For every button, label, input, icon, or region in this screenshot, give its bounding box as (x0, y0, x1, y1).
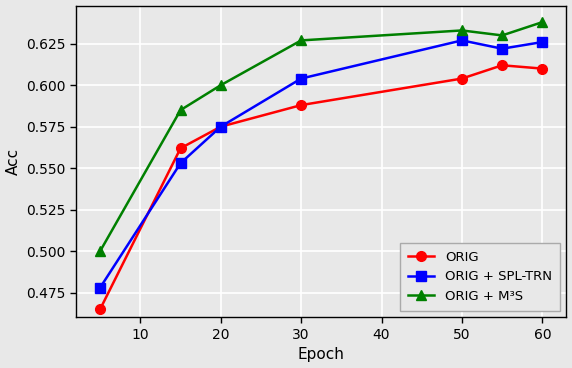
ORIG + SPL-TRN (177, 161, 184, 165)
ORIG + SPL-TRN (459, 38, 466, 43)
ORIG + SPL-TRN (217, 124, 224, 129)
ORIG (97, 307, 104, 311)
X-axis label: Epoch: Epoch (298, 347, 345, 362)
ORIG + SPL-TRN (539, 40, 546, 44)
ORIG + M³S (97, 249, 104, 253)
ORIG + SPL-TRN (499, 46, 506, 51)
ORIG + M³S (539, 20, 546, 24)
Line: ORIG: ORIG (96, 60, 547, 314)
Line: ORIG + M³S: ORIG + M³S (96, 17, 547, 256)
ORIG (177, 146, 184, 151)
Legend: ORIG, ORIG + SPL-TRN, ORIG + M³S: ORIG, ORIG + SPL-TRN, ORIG + M³S (400, 243, 560, 311)
ORIG (499, 63, 506, 67)
ORIG + SPL-TRN (297, 76, 304, 81)
Line: ORIG + SPL-TRN: ORIG + SPL-TRN (96, 36, 547, 293)
ORIG + M³S (297, 38, 304, 43)
ORIG + M³S (217, 83, 224, 88)
Y-axis label: Acc: Acc (6, 148, 21, 175)
ORIG + M³S (459, 28, 466, 33)
ORIG + M³S (499, 33, 506, 38)
ORIG (459, 76, 466, 81)
ORIG (217, 124, 224, 129)
ORIG + SPL-TRN (97, 286, 104, 290)
ORIG + M³S (177, 108, 184, 112)
ORIG (539, 66, 546, 71)
ORIG (297, 103, 304, 107)
